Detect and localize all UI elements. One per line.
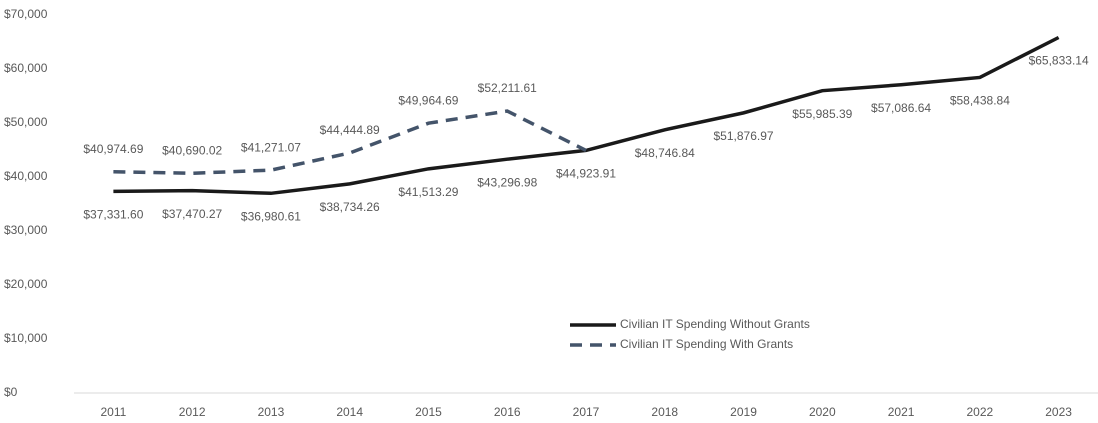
x-tick-label: 2012 xyxy=(179,405,206,419)
data-label: $65,833.14 xyxy=(1029,54,1089,68)
data-label: $52,211.61 xyxy=(478,81,537,95)
x-tick-label: 2019 xyxy=(730,405,757,419)
data-label: $37,331.60 xyxy=(83,208,143,222)
y-tick-label: $30,000 xyxy=(4,223,48,237)
x-tick-label: 2013 xyxy=(258,405,285,419)
line-series xyxy=(113,35,1060,196)
x-tick-label: 2014 xyxy=(336,405,363,419)
x-tick-label: 2022 xyxy=(966,405,993,419)
data-label: $51,876.97 xyxy=(714,129,774,143)
data-label: $57,086.64 xyxy=(871,101,931,115)
y-tick-label: $40,000 xyxy=(4,169,48,183)
legend-label: Civilian IT Spending Without Grants xyxy=(620,317,810,331)
y-tick-label: $0 xyxy=(4,385,18,399)
data-label: $36,980.61 xyxy=(241,209,301,223)
y-tick-label: $10,000 xyxy=(4,331,48,345)
x-tick-label: 2011 xyxy=(100,405,126,419)
data-label: $40,690.02 xyxy=(162,143,222,157)
data-label: $44,444.89 xyxy=(320,123,380,137)
y-tick-label: $70,000 xyxy=(4,7,48,21)
data-label: $58,438.84 xyxy=(950,94,1010,108)
data-label: $43,296.98 xyxy=(477,175,537,189)
data-label: $38,734.26 xyxy=(320,200,380,214)
y-tick-label: $60,000 xyxy=(4,61,48,75)
x-tick-label: 2016 xyxy=(494,405,521,419)
x-tick-label: 2023 xyxy=(1045,405,1072,419)
x-tick-label: 2015 xyxy=(415,405,442,419)
y-tick-label: $20,000 xyxy=(4,277,48,291)
data-label: $49,964.69 xyxy=(398,93,458,107)
x-tick-label: 2020 xyxy=(809,405,836,419)
data-label: $41,513.29 xyxy=(398,185,458,199)
legend-label: Civilian IT Spending With Grants xyxy=(620,337,793,351)
x-tick-label: 2021 xyxy=(888,405,915,419)
x-tick-label: 2017 xyxy=(573,405,600,419)
data-label: $55,985.39 xyxy=(792,107,852,121)
data-label: $44,923.91 xyxy=(556,167,616,181)
data-label: $40,974.69 xyxy=(83,142,143,156)
y-tick-label: $50,000 xyxy=(4,115,48,129)
data-label: $41,271.07 xyxy=(241,140,301,154)
data-label: $37,470.27 xyxy=(162,207,222,221)
data-label: $48,746.84 xyxy=(635,146,695,160)
line-series xyxy=(113,109,587,176)
x-tick-label: 2018 xyxy=(651,405,678,419)
